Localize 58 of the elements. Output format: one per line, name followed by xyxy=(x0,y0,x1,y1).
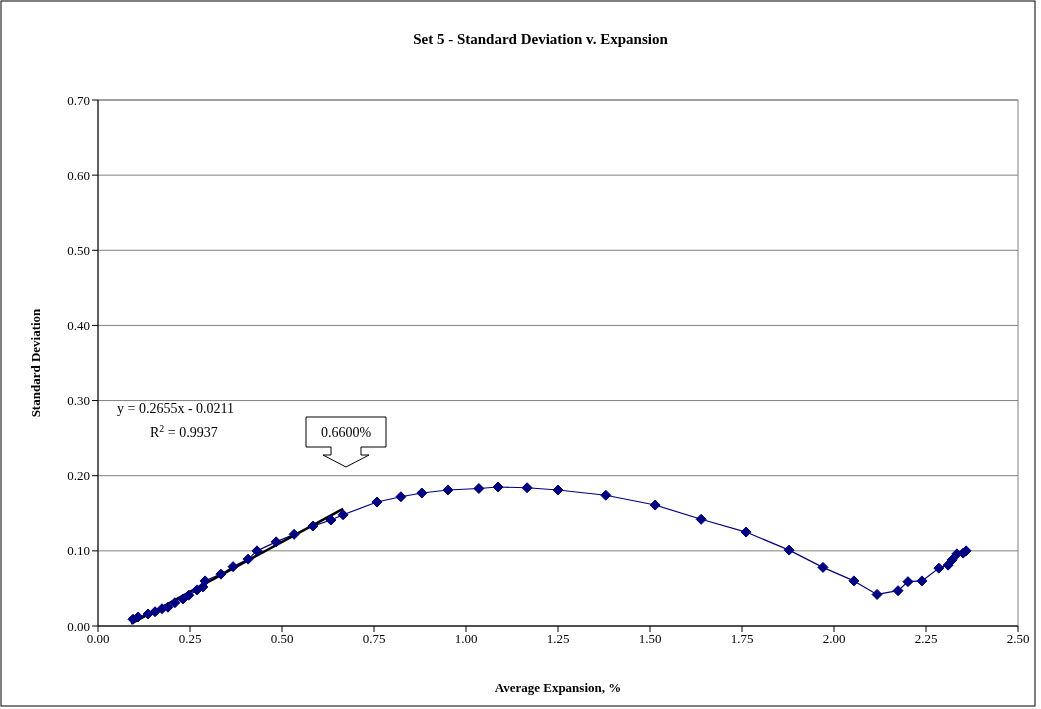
y-axis-title: Standard Deviation xyxy=(28,307,43,418)
x-tick-label: 2.50 xyxy=(1006,631,1030,647)
x-tick-label: 0.25 xyxy=(178,631,202,647)
point xyxy=(552,484,564,496)
point xyxy=(649,499,661,511)
x-tick-label: 0.75 xyxy=(362,631,386,647)
point xyxy=(288,528,300,540)
point xyxy=(242,553,254,565)
point xyxy=(916,575,928,587)
point xyxy=(270,536,282,548)
annotation: 0.6600% xyxy=(320,425,372,440)
x-tick-label: 2.25 xyxy=(914,631,938,647)
x-tick-label: 1.00 xyxy=(454,631,478,647)
point xyxy=(183,589,195,601)
chart-title: Set 5 - Standard Deviation v. Expansion xyxy=(413,31,669,47)
x-axis-title: Average Expansion, % xyxy=(494,680,622,695)
point xyxy=(740,526,752,538)
x-tick-label: 1.75 xyxy=(730,631,754,647)
point xyxy=(149,606,161,618)
point xyxy=(227,561,239,573)
y-tick-label: 0.00 xyxy=(67,618,90,634)
point xyxy=(848,575,860,587)
point xyxy=(337,509,349,521)
point xyxy=(371,496,383,508)
point xyxy=(521,482,533,494)
y-tick-label: 0.20 xyxy=(67,468,90,484)
x-tick-label: 0.50 xyxy=(270,631,294,647)
y-tick-label: 0.50 xyxy=(67,242,90,258)
point xyxy=(933,562,945,574)
x-tick-label: 2.00 xyxy=(822,631,846,647)
y-tick-label: 0.60 xyxy=(67,167,90,183)
point xyxy=(600,489,612,501)
point xyxy=(325,514,337,526)
x-tick-label: 0.00 xyxy=(86,631,110,647)
point xyxy=(251,545,263,557)
point xyxy=(902,576,914,588)
point xyxy=(492,481,504,493)
point xyxy=(442,484,454,496)
point xyxy=(215,568,227,580)
point xyxy=(946,554,958,566)
x-tick-label: 1.25 xyxy=(546,631,570,647)
point xyxy=(871,588,883,600)
y-tick-label: 0.70 xyxy=(67,92,90,108)
y-tick-label: 0.10 xyxy=(67,543,90,559)
y-tick-label: 0.30 xyxy=(67,393,90,409)
point xyxy=(892,585,904,597)
point xyxy=(783,544,795,556)
annotation: y = 0.2655x - 0.0211 xyxy=(117,401,235,416)
point xyxy=(817,561,829,573)
x-tick-label: 1.50 xyxy=(638,631,662,647)
annotation: R$^{2}$ = 0.9937 xyxy=(150,422,218,440)
point xyxy=(416,487,428,499)
point xyxy=(473,482,485,494)
y-tick-label: 0.40 xyxy=(67,318,90,334)
point xyxy=(169,597,181,609)
point xyxy=(307,520,319,532)
point xyxy=(695,513,707,525)
point xyxy=(395,491,407,503)
